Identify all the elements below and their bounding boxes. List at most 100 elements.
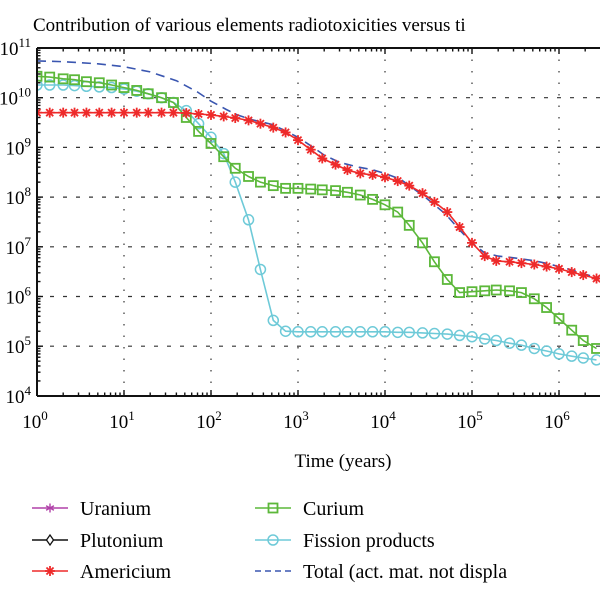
curium-point xyxy=(528,293,540,305)
americium-point xyxy=(529,259,540,270)
americium-point xyxy=(230,113,241,124)
curium-point xyxy=(479,285,491,297)
legend-label: Plutonium xyxy=(80,530,164,552)
curium-point xyxy=(142,88,154,100)
americium-point xyxy=(268,122,279,133)
americium-point xyxy=(305,144,316,155)
x-tick-label: 100 xyxy=(22,408,48,433)
curium-point xyxy=(490,284,502,296)
americium-point xyxy=(156,107,167,118)
americium-point xyxy=(37,107,42,118)
americium-point xyxy=(541,261,552,272)
y-tick-label: 106 xyxy=(6,284,32,309)
curium-point xyxy=(243,171,254,182)
americium-point xyxy=(467,237,477,248)
curium-point xyxy=(541,302,552,313)
americium-point xyxy=(131,107,142,118)
fission-products-point xyxy=(403,326,416,339)
curium-point xyxy=(106,79,117,91)
y-tick-label: 1011 xyxy=(0,35,31,60)
americium-point xyxy=(355,168,366,179)
curium-point xyxy=(516,287,527,298)
americium-point xyxy=(218,111,229,122)
fission-products-point xyxy=(490,334,503,347)
fission-products-point xyxy=(565,350,578,362)
fission-products-point xyxy=(478,333,491,345)
legend: Uranium Plutonium Americium Curium Fission p… xyxy=(32,498,507,583)
legend-item-uranium: Uranium xyxy=(32,498,152,520)
curium-point xyxy=(379,199,391,211)
curium-line xyxy=(37,75,597,350)
americium-point xyxy=(44,107,55,118)
fission-products-point xyxy=(304,326,317,338)
americium-point xyxy=(143,107,154,118)
curium-point xyxy=(504,285,515,297)
americium-point xyxy=(380,172,390,183)
curium-point xyxy=(392,206,404,218)
americium-point xyxy=(206,109,216,120)
y-tick-label: 108 xyxy=(6,184,32,209)
fission-products-point xyxy=(57,79,69,91)
americium-point xyxy=(58,107,69,118)
fission-products-point xyxy=(416,327,429,339)
curium-point xyxy=(156,92,167,104)
curium-point xyxy=(229,162,241,174)
y-tick-label: 104 xyxy=(6,383,32,408)
curium-point xyxy=(354,189,366,201)
curium-point xyxy=(69,74,80,86)
legend-marker-circle-icon xyxy=(267,534,279,546)
y-tick-labels: 104 105 106 107 108 109 1010 1011 xyxy=(0,35,32,408)
americium-point xyxy=(119,107,129,118)
curium-point xyxy=(44,71,56,83)
x-tick-label: 106 xyxy=(544,408,570,433)
curium-point xyxy=(57,73,69,85)
fission-products-point xyxy=(379,326,391,338)
curium-point xyxy=(553,313,565,324)
x-tick-label: 105 xyxy=(457,408,483,433)
curium-point xyxy=(93,77,105,89)
legend-marker-square-icon xyxy=(267,502,279,514)
x-tick-label: 103 xyxy=(283,408,309,433)
americium-point xyxy=(566,267,577,278)
series-fission-products xyxy=(37,79,600,366)
curium-point xyxy=(342,186,353,198)
americium-point xyxy=(94,107,105,118)
y-tick-label: 105 xyxy=(6,333,32,358)
fission-products-point xyxy=(553,348,565,360)
curium-point xyxy=(131,85,143,96)
americium-point xyxy=(317,153,328,164)
fission-products-point xyxy=(37,79,43,91)
americium-point xyxy=(193,108,204,119)
curium-point xyxy=(466,286,478,298)
americium-point xyxy=(342,165,353,176)
fission-products-point xyxy=(590,354,600,366)
fission-products-point xyxy=(515,339,528,351)
curium-point xyxy=(280,182,291,194)
fission-products-point xyxy=(354,326,367,338)
chart-title: Contribution of various elements radioto… xyxy=(33,15,466,36)
fission-products-point xyxy=(391,326,404,339)
americium-point xyxy=(106,107,117,118)
americium-point xyxy=(404,180,415,191)
americium-point xyxy=(429,196,440,207)
americium-point xyxy=(81,107,92,118)
y-tick-label: 109 xyxy=(6,134,32,159)
legend-label: Curium xyxy=(303,498,365,520)
x-tick-label: 104 xyxy=(370,408,396,433)
y-tick-label: 107 xyxy=(6,234,32,259)
series-curium xyxy=(37,70,600,354)
fission-products-point xyxy=(366,326,379,338)
fission-products-point xyxy=(540,345,553,357)
curium-point xyxy=(118,82,130,93)
americium-point xyxy=(330,159,341,170)
series-total-act-mat-not-displa xyxy=(37,60,600,280)
americium-point xyxy=(591,273,600,284)
americium-line xyxy=(37,111,597,280)
fission-products-point xyxy=(503,337,516,349)
americium-point xyxy=(280,127,291,138)
legend-label: Uranium xyxy=(80,498,152,520)
legend-item-fission-products: Fission products xyxy=(255,530,435,552)
americium-point xyxy=(417,188,428,199)
americium-point xyxy=(69,107,80,118)
curium-point xyxy=(205,138,217,149)
